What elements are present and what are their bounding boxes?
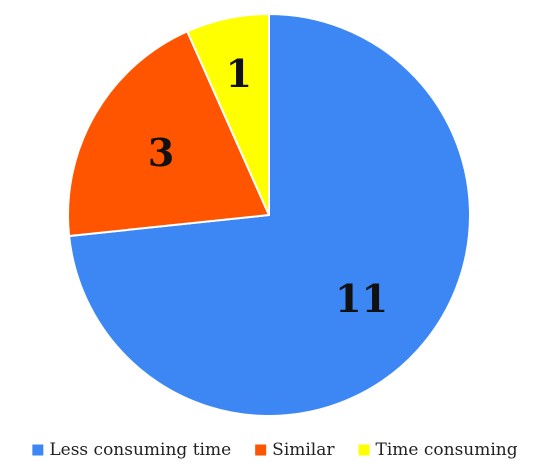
pie-slices [67, 13, 471, 417]
legend-label-similar: Similar [272, 440, 335, 460]
data-label-time-consuming: 1 [226, 51, 252, 96]
legend-label-less-consuming-time: Less consuming time [49, 440, 231, 460]
legend-item-similar: Similar [255, 440, 335, 460]
data-label-similar: 3 [148, 130, 174, 175]
data-label-less-consuming-time: 11 [335, 276, 388, 321]
legend-item-time-consuming: Time consuming [358, 440, 518, 460]
legend-item-less-consuming-time: Less consuming time [32, 440, 231, 460]
legend-swatch-similar [255, 444, 267, 456]
legend-swatch-less-consuming-time [32, 444, 44, 456]
pie-slice-similar [67, 30, 270, 238]
pie-data-labels: 11 3 1 [148, 51, 388, 321]
pie-slice-time-consuming [186, 13, 270, 216]
legend-swatch-time-consuming [358, 444, 370, 456]
legend-label-time-consuming: Time consuming [376, 440, 518, 460]
legend: Less consuming time Similar Time consuming [32, 440, 518, 460]
